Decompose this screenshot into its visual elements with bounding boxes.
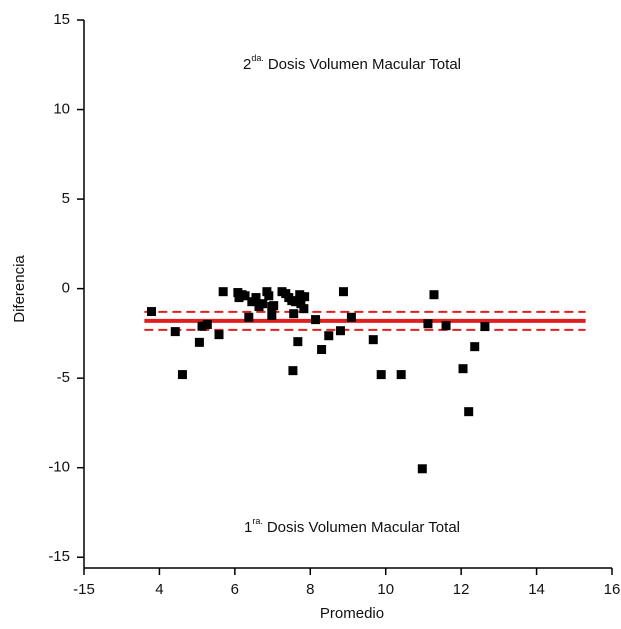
annotation-superscript: da. xyxy=(251,53,264,63)
annotation-text: Dosis Volumen Macular Total xyxy=(267,519,460,536)
point xyxy=(240,291,250,301)
point xyxy=(368,335,378,345)
point xyxy=(470,342,480,352)
point xyxy=(264,291,274,301)
point xyxy=(299,304,309,314)
annotation-superscript: ra. xyxy=(252,516,263,526)
y-tick-label: 0 xyxy=(62,280,70,297)
y-tick-label: 5 xyxy=(62,190,70,207)
point xyxy=(338,287,348,297)
point xyxy=(335,326,345,336)
point xyxy=(346,312,356,322)
x-tick-label: 12 xyxy=(453,581,470,598)
point xyxy=(214,330,224,340)
point xyxy=(317,345,327,355)
point xyxy=(376,370,386,380)
point xyxy=(194,337,204,347)
annotation-base: 2 xyxy=(243,56,251,73)
annotation: 2da. Dosis Volumen Macular Total xyxy=(243,53,461,73)
x-tick-label: 16 xyxy=(604,581,621,598)
point xyxy=(441,321,451,331)
point xyxy=(293,337,303,347)
x-axis-label: Promedio xyxy=(320,605,384,622)
annotation-base: 1 xyxy=(244,519,252,536)
point xyxy=(251,293,261,303)
y-tick-label: 10 xyxy=(53,101,70,118)
point xyxy=(267,310,277,320)
x-tick-label: 6 xyxy=(231,581,239,598)
point xyxy=(429,290,439,300)
point xyxy=(197,321,207,331)
point xyxy=(324,331,334,341)
x-tick-label: 8 xyxy=(306,581,314,598)
point xyxy=(458,364,468,374)
point xyxy=(300,292,310,302)
point xyxy=(244,312,254,322)
x-tick-label: -15 xyxy=(73,581,95,598)
point xyxy=(291,297,301,307)
x-tick-label: 4 xyxy=(155,581,163,598)
y-axis-label: Diferencia xyxy=(11,255,28,323)
point xyxy=(202,319,212,329)
annotation-text: Dosis Volumen Macular Total xyxy=(268,56,461,73)
point xyxy=(147,307,157,317)
y-tick-label: 15 xyxy=(53,11,70,28)
point xyxy=(269,301,279,311)
point xyxy=(417,464,427,474)
point xyxy=(396,370,406,380)
x-tick-label: 14 xyxy=(528,581,545,598)
y-tick-label: -15 xyxy=(48,548,70,565)
y-tick-label: -10 xyxy=(48,459,70,476)
point xyxy=(177,370,187,380)
point xyxy=(218,287,228,297)
point xyxy=(423,319,433,329)
point xyxy=(288,366,298,376)
point xyxy=(289,309,299,319)
point xyxy=(296,299,306,309)
point xyxy=(170,327,180,337)
point xyxy=(480,322,490,332)
point xyxy=(311,315,321,325)
y-tick-label: -5 xyxy=(57,369,70,386)
x-tick-label: 10 xyxy=(377,581,394,598)
point xyxy=(295,290,305,300)
point xyxy=(258,299,268,309)
point xyxy=(464,407,474,417)
annotation: 1ra. Dosis Volumen Macular Total xyxy=(244,516,460,536)
